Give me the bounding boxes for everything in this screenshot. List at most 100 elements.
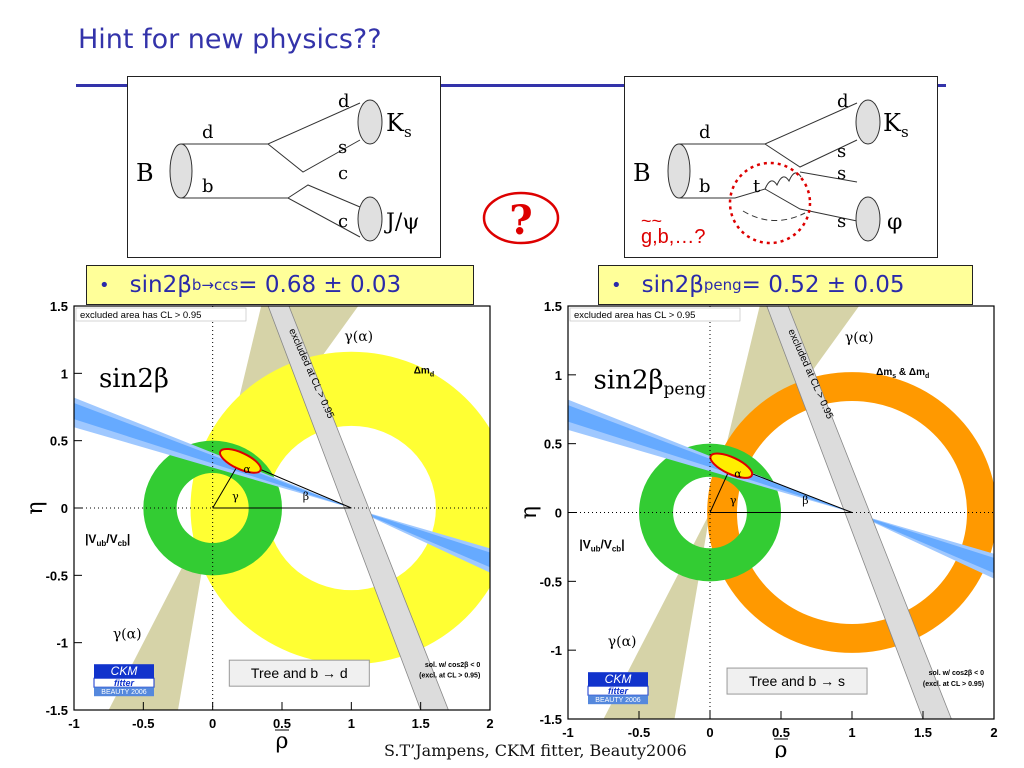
y-tick-label: 1.5 <box>50 299 68 314</box>
quark-line <box>181 197 361 238</box>
quark-line <box>287 184 361 208</box>
phi-label: φ <box>887 210 902 235</box>
dm-label: Δms & Δmd <box>876 367 929 380</box>
x-tick-label: -1 <box>562 725 574 740</box>
x-tick-label: 0 <box>706 725 713 740</box>
title-underline <box>76 84 946 87</box>
ckm-plot-left: -1 -0.5 0 0.5 1 1.5 21.510.50-0.5-1-1.5ρηexclu… <box>23 299 494 754</box>
beta-label: β <box>303 490 309 503</box>
y-tick-label: -1 <box>550 643 562 658</box>
new-physics-circle <box>728 161 812 245</box>
vub-label: |Vub/Vcb| <box>579 537 624 553</box>
sin2beta-band-core <box>74 402 490 568</box>
plot-right: -1 -0.5 0 0.5 1 1.5 2 1.5 1 0.5 0 -0.5 -1 -1.5 ρ η exclu… <box>505 296 1015 763</box>
y-tick-label: -1 <box>56 636 68 651</box>
jpsi-label: J/ψ <box>384 210 419 235</box>
apex-contour <box>709 452 754 479</box>
gamma-alpha-label: γ(α) <box>344 329 373 345</box>
x-tick-label: 1.5 <box>412 716 430 731</box>
slide-title: Hint for new physics?? <box>78 24 382 55</box>
gamma-alpha-label: γ(α) <box>608 634 637 650</box>
gamma-alpha-label: γ(α) <box>113 627 142 643</box>
quark-label: t <box>753 176 761 197</box>
gamma-alpha-label: γ(α) <box>845 330 874 346</box>
b-meson-ellipse <box>169 143 193 199</box>
solution-note: (excl. at CL > 0.95) <box>419 673 480 680</box>
ks-ellipse <box>357 99 383 145</box>
ckm-logo-text: BEAUTY 2006 <box>101 689 147 696</box>
gamma-label: γ <box>232 490 239 503</box>
x-tick-label: 2 <box>486 716 493 731</box>
big-label: sin2βpeng <box>594 366 707 400</box>
solution-note: sol. w/ cos2β < 0 <box>929 670 985 677</box>
footer-credit: S.T’Jampens, CKM fitter, Beauty2006 <box>384 741 687 760</box>
tree-diagram: B d b d s c c Ks J/ψ <box>127 76 441 258</box>
b-label: B <box>633 159 651 187</box>
quark-label: d <box>699 122 711 143</box>
sin2beta-band-core <box>568 405 994 574</box>
plot-area <box>74 306 490 710</box>
formula-box-tree: • sin2β b→ccs = 0.68 ± 0.03 <box>86 265 474 305</box>
box-label-bg <box>726 667 868 695</box>
plot-area <box>568 306 994 719</box>
quark-label: s <box>837 163 846 184</box>
apex-contour <box>219 447 262 474</box>
dm-ring <box>190 351 490 665</box>
ckm-logo-text: fitter <box>114 678 134 688</box>
big-label: sin2β <box>99 364 169 394</box>
quark-label: s <box>837 211 846 232</box>
ckm-logo-text: BEAUTY 2006 <box>595 697 641 704</box>
ks-ellipse <box>855 99 881 145</box>
phi-ellipse <box>855 196 881 242</box>
y-tick-label: 0.5 <box>544 437 562 452</box>
quark-label: b <box>202 176 214 197</box>
plot-left: -1 -0.5 0 0.5 1 1.5 2 1.5 1 0.5 0 -0.5 -1 -1.5 ρ η exclu… <box>0 296 505 762</box>
new-physics-label: g,b,…? <box>641 226 705 248</box>
question-circle: ? <box>481 190 561 246</box>
ckm-logo-bg <box>94 664 154 679</box>
susy-tilde: ~~ <box>641 211 662 231</box>
ckm-logo-bg <box>94 687 154 697</box>
question-mark: ? <box>509 197 532 244</box>
alpha-label: α <box>734 468 742 481</box>
y-tick-label: 0.5 <box>50 434 68 449</box>
gluon-line <box>764 172 802 190</box>
penguin-diagram: B d b t d s s s Ks φ ~~ g,b,…? <box>624 76 938 258</box>
box-label: Tree and b → s <box>749 673 845 689</box>
vub-label: |Vub/Vcb| <box>85 532 130 548</box>
ckm-logo-text: CKM <box>605 672 632 686</box>
box-label: Tree and b → d <box>251 665 348 681</box>
x-tick-label: -0.5 <box>132 716 154 731</box>
x-tick-label: 1.5 <box>914 725 932 740</box>
y-axis-label: η <box>517 506 542 519</box>
ks-label: Ks <box>883 109 909 141</box>
x-tick-label: -0.5 <box>628 725 650 740</box>
y-tick-label: -1.5 <box>46 703 68 718</box>
b-meson-ellipse <box>667 143 691 199</box>
y-tick-label: 0 <box>555 506 562 521</box>
excluded-note: excluded area has CL > 0.95 <box>574 310 695 321</box>
excluded-note-box <box>569 307 741 322</box>
formula-box-penguin: • sin2β peng = 0.52 ± 0.05 <box>598 265 973 305</box>
y-tick-label: 1 <box>61 366 68 381</box>
quark-label: d <box>202 122 214 143</box>
y-tick-label: -1.5 <box>540 712 562 727</box>
x-tick-label: 0 <box>209 716 216 731</box>
x-tick-label: 1 <box>348 716 355 731</box>
quark-label: d <box>837 91 849 112</box>
quark-label: c <box>338 163 348 184</box>
y-tick-label: 1 <box>555 368 562 383</box>
solution-note: (excl. at CL > 0.95) <box>923 681 984 688</box>
ks-label: Ks <box>386 109 412 141</box>
excluded-note-box <box>75 307 247 322</box>
x-tick-label: -1 <box>68 716 80 731</box>
y-tick-label: -0.5 <box>540 574 562 589</box>
ckm-plot-right: -1 -0.5 0 0.5 1 1.5 21.510.50-0.5-1-1.5ρηexclu… <box>517 299 998 763</box>
excluded-band <box>766 306 952 719</box>
x-tick-label: 0.5 <box>772 725 790 740</box>
quark-label: b <box>699 176 711 197</box>
solution-note: sol. w/ cos2β < 0 <box>425 662 481 669</box>
loop-line <box>742 210 806 222</box>
quark-line <box>764 139 858 168</box>
quark-label: s <box>338 137 347 158</box>
